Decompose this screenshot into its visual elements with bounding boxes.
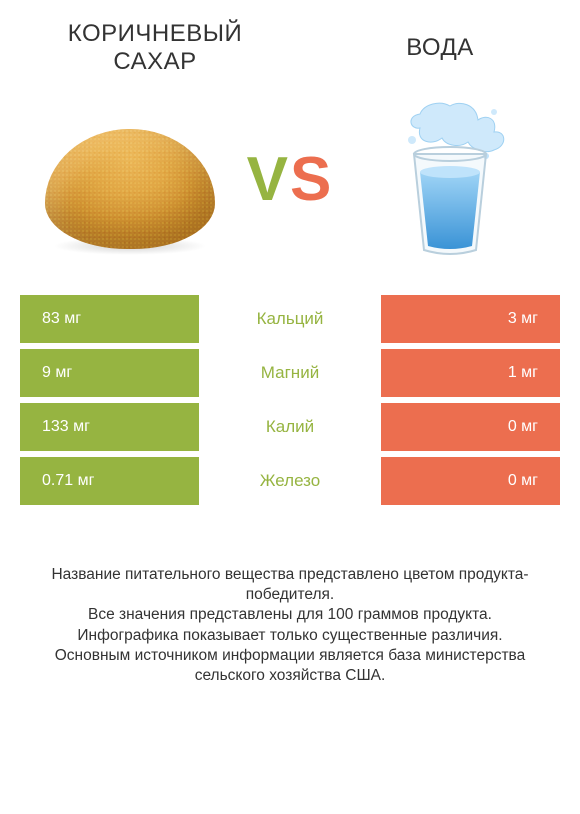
vs-v: V — [247, 145, 290, 214]
vs-label: VS — [247, 149, 334, 211]
table-row: 0.71 мг Железо 0 мг — [20, 457, 560, 505]
value-right: 3 мг — [381, 295, 560, 343]
footnote: Название питательного вещества представл… — [20, 565, 560, 686]
table-row: 9 мг Магний 1 мг — [20, 349, 560, 397]
product-image-right — [360, 95, 540, 265]
brown-sugar-icon — [45, 105, 215, 255]
table-row: 83 мг Кальций 3 мг — [20, 295, 560, 343]
value-left: 83 мг — [20, 295, 199, 343]
value-left: 9 мг — [20, 349, 199, 397]
title-row: Коричневый сахар Вода — [20, 20, 560, 85]
nutrient-label: Железо — [205, 457, 375, 505]
footnote-line: Инфографика показывает только существенн… — [30, 626, 550, 646]
value-right: 0 мг — [381, 403, 560, 451]
footnote-line: Название питательного вещества представл… — [30, 565, 550, 605]
footnote-line: Основным источником информации является … — [30, 646, 550, 686]
water-glass-icon — [390, 100, 510, 260]
product-title-left: Коричневый сахар — [40, 20, 270, 75]
value-right: 1 мг — [381, 349, 560, 397]
product-image-left — [40, 95, 220, 265]
value-right: 0 мг — [381, 457, 560, 505]
comparison-table: 83 мг Кальций 3 мг 9 мг Магний 1 мг 133 … — [20, 295, 560, 505]
infographic-page: Коричневый сахар Вода VS — [0, 0, 580, 814]
value-left: 0.71 мг — [20, 457, 199, 505]
footnote-line: Все значения представлены для 100 граммо… — [30, 605, 550, 625]
hero-row: VS — [20, 85, 560, 295]
vs-s: S — [290, 145, 333, 214]
nutrient-label: Калий — [205, 403, 375, 451]
nutrient-label: Магний — [205, 349, 375, 397]
value-left: 133 мг — [20, 403, 199, 451]
table-row: 133 мг Калий 0 мг — [20, 403, 560, 451]
nutrient-label: Кальций — [205, 295, 375, 343]
product-title-right: Вода — [340, 20, 540, 62]
